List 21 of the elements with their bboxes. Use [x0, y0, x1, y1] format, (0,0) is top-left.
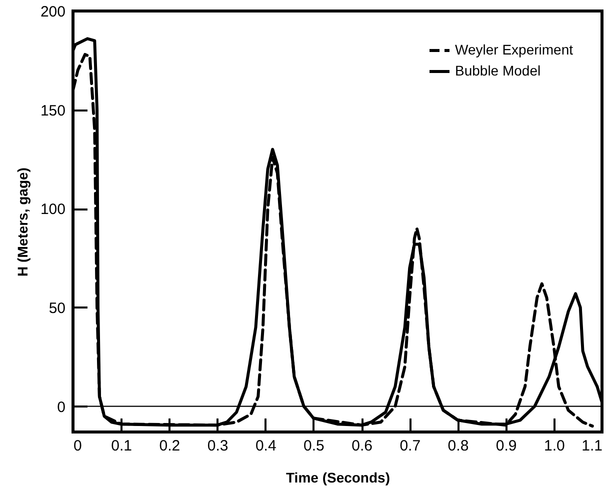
legend-label: Weyler Experiment — [455, 42, 574, 58]
x-tick-label: 0.6 — [352, 438, 372, 454]
y-tick-label: 50 — [48, 300, 66, 317]
x-tick-label: 0.7 — [400, 438, 421, 454]
y-tick-label: 0 — [57, 398, 66, 416]
x-tick-label: 0.4 — [255, 438, 276, 454]
y-axis-title: H (Meters, gage) — [14, 168, 30, 276]
x-tick-label: 0.1 — [111, 438, 132, 454]
x-tick-label: 0 — [74, 438, 82, 454]
x-axis-title: Time (Seconds) — [286, 470, 390, 486]
x-tick-label: 1.0 — [544, 438, 565, 454]
legend-label: Bubble Model — [455, 62, 541, 78]
y-tick-label: 100 — [40, 201, 66, 218]
x-tick-label: 0.8 — [448, 438, 469, 454]
x-tick-label: 1.1 — [582, 438, 602, 454]
y-tick-label: 150 — [40, 102, 66, 120]
x-tick-label: 0.9 — [496, 438, 517, 454]
x-tick-label: 0.5 — [304, 438, 324, 454]
x-tick-label: 0.3 — [207, 438, 228, 454]
y-tick-label: 200 — [40, 4, 66, 20]
x-tick-label: 0.2 — [159, 438, 180, 454]
